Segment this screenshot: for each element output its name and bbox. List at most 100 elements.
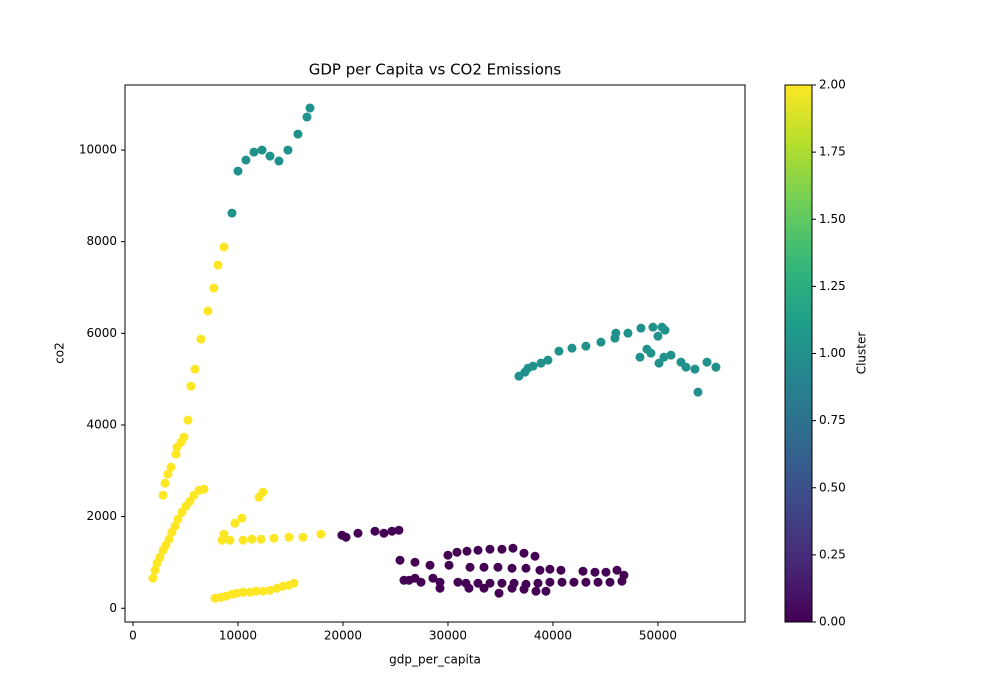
scatter-point <box>265 585 275 595</box>
y-tick-label: 2000 <box>86 509 117 523</box>
x-tick-label: 40000 <box>534 629 572 643</box>
scatter-point <box>659 352 669 362</box>
scatter-point <box>258 487 268 497</box>
scatter-point <box>666 350 676 360</box>
scatter-point <box>556 565 566 575</box>
colorbar-tick-label: 1.75 <box>819 145 846 159</box>
colorbar <box>784 84 813 623</box>
plot-frame <box>124 84 746 623</box>
scatter-point <box>635 352 645 362</box>
scatter-point <box>394 525 404 535</box>
scatter-point <box>479 583 489 593</box>
scatter-point <box>605 577 615 587</box>
scatter-point <box>507 563 517 573</box>
scatter-point <box>543 355 553 365</box>
scatter-point <box>150 565 160 575</box>
scatter-point <box>257 145 267 155</box>
y-tick-label: 4000 <box>86 417 117 431</box>
scatter-point <box>528 361 538 371</box>
scatter-point <box>284 532 294 542</box>
scatter-point <box>428 573 438 583</box>
scatter-point <box>410 573 420 583</box>
scatter-point <box>237 513 247 523</box>
scatter-point <box>293 129 303 139</box>
scatter-point <box>590 567 600 577</box>
colorbar-label: Cluster <box>855 332 869 375</box>
scatter-point <box>265 151 275 161</box>
x-axis-label: gdp_per_capita <box>389 653 481 667</box>
scatter-point <box>166 462 176 472</box>
scatter-point <box>298 532 308 542</box>
scatter-point <box>238 587 248 597</box>
y-axis-label: co2 <box>53 342 67 364</box>
scatter-point <box>160 478 170 488</box>
scatter-point <box>619 570 629 580</box>
scatter-point <box>444 560 454 570</box>
scatter-point <box>172 442 182 452</box>
scatter-point <box>557 577 567 587</box>
y-tick-label: 0 <box>109 601 117 615</box>
scatter-point <box>316 529 326 539</box>
scatter-point <box>711 362 721 372</box>
scatter-point <box>170 521 180 531</box>
scatter-point <box>213 260 223 270</box>
scatter-point <box>305 103 315 113</box>
scatter-point <box>203 306 213 316</box>
scatter-point <box>173 514 183 524</box>
scatter-point <box>289 578 299 588</box>
scatter-point <box>219 242 229 252</box>
colorbar-tick-label: 1.00 <box>819 346 846 360</box>
scatter-point <box>596 337 606 347</box>
scatter-point <box>569 577 579 587</box>
scatter-point <box>507 583 517 593</box>
scatter-point <box>425 560 435 570</box>
scatter-point <box>567 343 577 353</box>
scatter-point <box>479 562 489 572</box>
scatter-point <box>171 449 181 459</box>
x-tick-label: 30000 <box>429 629 467 643</box>
scatter-point <box>395 555 405 565</box>
scatter-point <box>611 328 621 338</box>
scatter-point <box>443 550 453 560</box>
scatter-point <box>256 534 266 544</box>
scatter-point <box>530 551 540 561</box>
y-tick-label: 10000 <box>79 143 117 157</box>
scatter-point <box>485 578 495 588</box>
scatter-point <box>247 534 257 544</box>
scatter-point <box>196 334 206 344</box>
scatter-point <box>190 364 200 374</box>
chart-title: GDP per Capita vs CO2 Emissions <box>309 61 562 79</box>
scatter-point <box>379 528 389 538</box>
x-tick-label: 0 <box>129 629 137 643</box>
scatter-point <box>497 578 507 588</box>
scatter-point <box>274 156 284 166</box>
scatter-point <box>387 526 397 536</box>
scatter-point <box>241 155 251 165</box>
scatter-point <box>452 547 462 557</box>
colorbar-tick-label: 0.75 <box>819 413 846 427</box>
scatter-point <box>353 528 363 538</box>
scatter-point <box>233 166 243 176</box>
scatter-point <box>536 358 546 368</box>
y-tick-label: 6000 <box>86 326 117 340</box>
scatter-point <box>519 548 529 558</box>
scatter-point <box>653 331 663 341</box>
colorbar-tick-label: 0.50 <box>819 480 846 494</box>
scatter-point <box>283 145 293 155</box>
scatter-point <box>158 490 168 500</box>
scatter-point <box>702 357 712 367</box>
scatter-point <box>183 415 193 425</box>
x-tick-label: 10000 <box>219 629 257 643</box>
scatter-point <box>227 208 237 218</box>
scatter-point <box>473 545 483 555</box>
scatter-point <box>370 526 380 536</box>
scatter-point <box>519 584 529 594</box>
scatter-point <box>186 381 196 391</box>
scatter-point <box>238 535 248 545</box>
scatter-point <box>693 387 703 397</box>
colorbar-tick-label: 0.00 <box>819 615 846 629</box>
scatter-point <box>473 578 483 588</box>
scatter-point <box>531 586 541 596</box>
scatter-point <box>545 577 555 587</box>
